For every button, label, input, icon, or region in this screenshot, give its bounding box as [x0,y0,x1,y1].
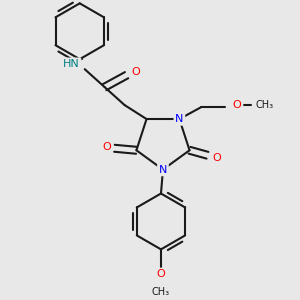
Text: N: N [159,165,167,175]
Text: HN: HN [63,59,80,69]
Text: O: O [102,142,111,152]
Text: CH₃: CH₃ [255,100,273,110]
Text: O: O [233,100,242,110]
Text: O: O [157,269,165,279]
Text: CH₃: CH₃ [152,287,170,297]
Text: O: O [212,153,221,163]
Text: N: N [175,114,184,124]
Text: O: O [131,67,140,77]
